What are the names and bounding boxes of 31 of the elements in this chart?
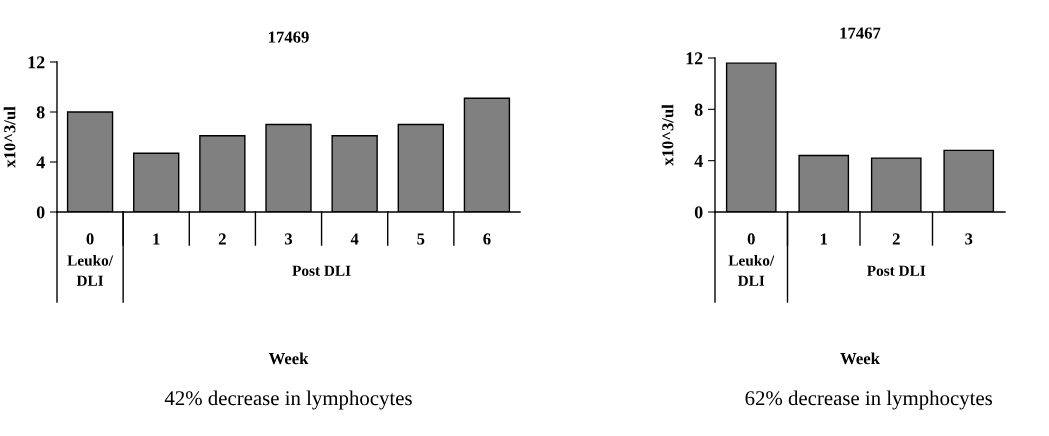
text: Leuko/ DLI	[67, 254, 114, 286]
y-tick-label: 12	[28, 56, 45, 69]
x-tick-label: 1	[153, 233, 160, 245]
x-axis-title: Week	[268, 352, 309, 365]
text: Leuko/ DLI	[728, 254, 775, 286]
y-tick-label: 0	[694, 206, 703, 219]
x-tick-label: 4	[350, 233, 359, 245]
chart-title: 17469	[269, 31, 309, 43]
x-tick-label: 0	[747, 233, 755, 245]
chart-title: 17467	[840, 27, 881, 39]
text: Post DLI	[867, 265, 926, 276]
text: 62% decrease in lymphocytes	[745, 390, 993, 410]
y-tick-label: 8	[36, 106, 45, 119]
y-tick-label: 4	[694, 155, 703, 167]
y-tick-label: 0	[36, 206, 45, 219]
x-tick-label: 6	[483, 233, 491, 245]
x-tick-label: 3	[284, 233, 293, 245]
x-tick-label: 1	[820, 233, 828, 245]
text: Post DLI	[292, 265, 351, 276]
x-tick-label: 5	[417, 233, 425, 245]
y-tick-label: 8	[694, 103, 703, 116]
y-tick-label: 12	[686, 52, 703, 65]
x-tick-label: 2	[892, 233, 900, 245]
y-tick-label: 4	[36, 156, 45, 169]
y-axis-title: x10^3/ul	[3, 106, 16, 168]
x-tick-label: 2	[218, 233, 226, 245]
x-tick-label: 0	[86, 233, 94, 245]
x-tick-label: 3	[965, 233, 973, 245]
text: 42% decrease in lymphocytes	[164, 390, 412, 410]
y-axis-title: x10^3/ul	[661, 104, 674, 166]
x-axis-title: Week	[840, 352, 880, 365]
